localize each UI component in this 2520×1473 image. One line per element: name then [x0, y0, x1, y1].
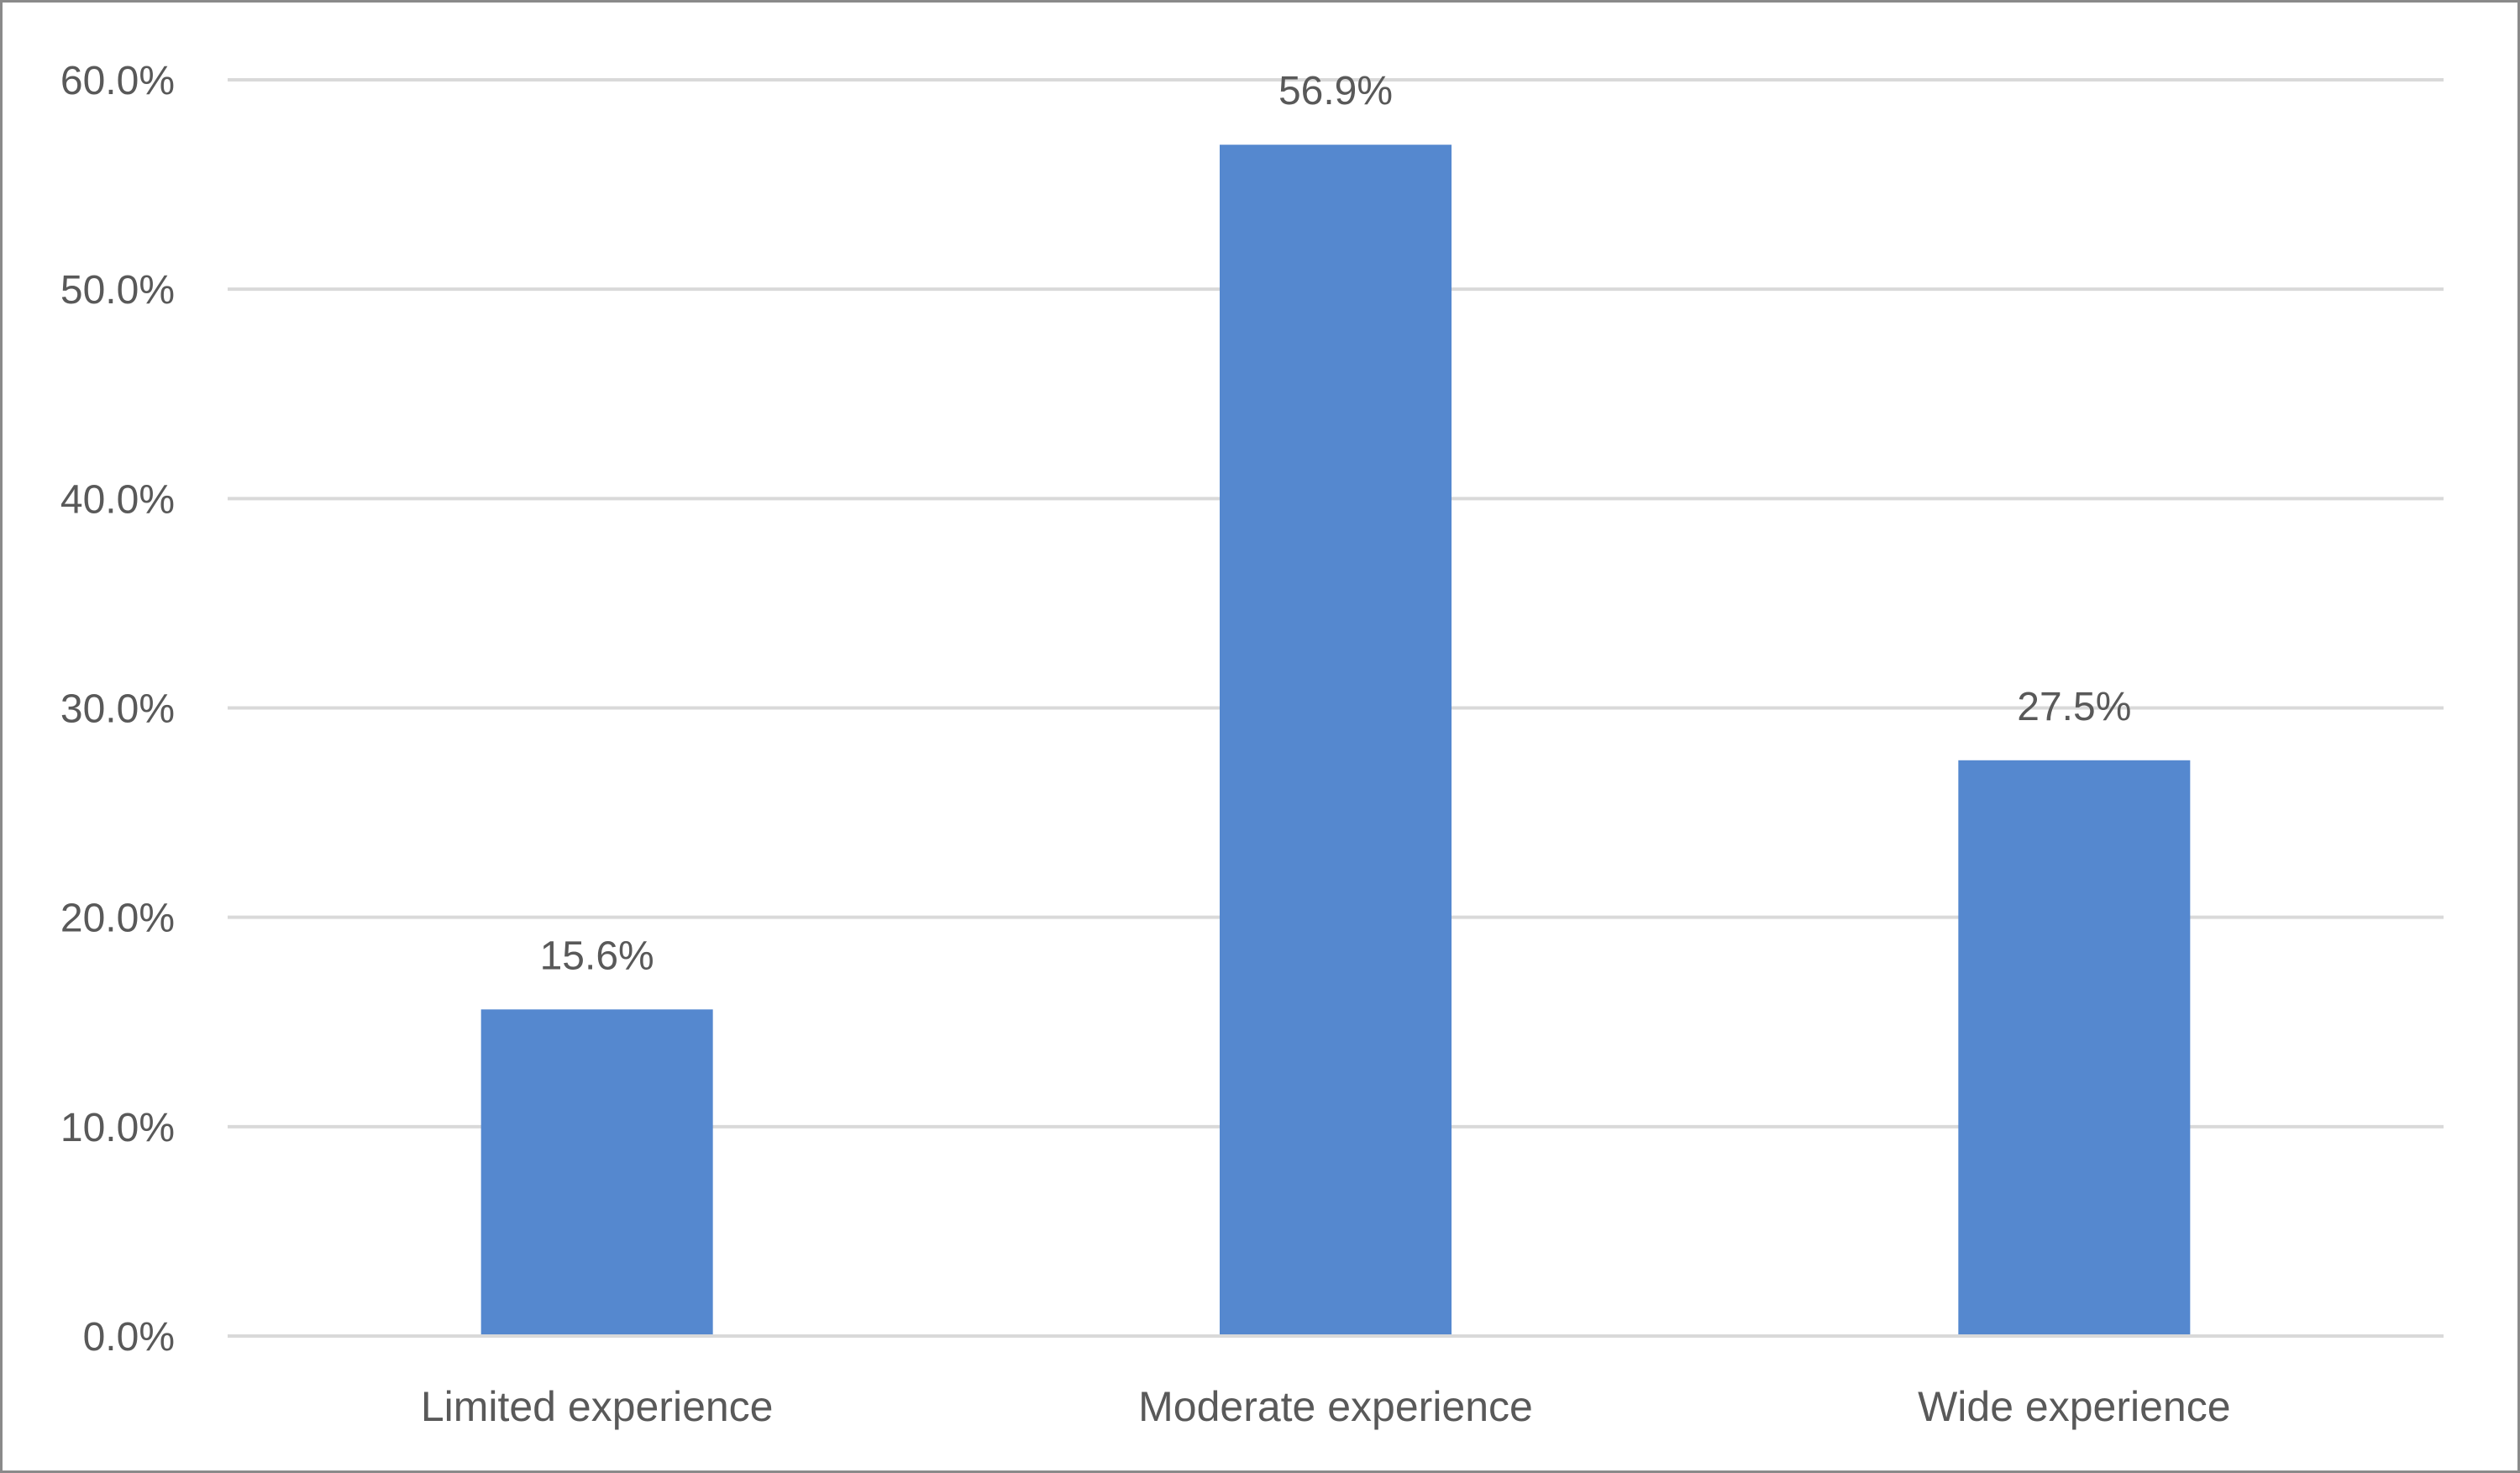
x-axis-ticks: Limited experience Moderate experience Wid…	[421, 1383, 2231, 1430]
bar	[480, 1009, 713, 1334]
y-axis-ticks: 0.0% 10.0% 20.0% 30.0% 40.0% 50.0% 60.0%	[60, 59, 175, 1360]
data-label: 27.5%	[2017, 685, 2131, 729]
y-tick-label: 30.0%	[60, 687, 175, 732]
x-tick-label: Moderate experience	[1138, 1383, 1533, 1430]
x-tick-label: Limited experience	[421, 1383, 774, 1430]
y-tick-label: 0.0%	[83, 1315, 175, 1360]
bar	[1958, 760, 2191, 1334]
y-tick-label: 40.0%	[60, 477, 175, 522]
data-label: 15.6%	[540, 934, 654, 978]
y-tick-label: 10.0%	[60, 1106, 175, 1150]
bar	[1220, 145, 1452, 1334]
bars	[480, 145, 2191, 1334]
data-labels: 15.6% 56.9% 27.5%	[540, 69, 2132, 978]
y-tick-label: 20.0%	[60, 897, 175, 941]
x-tick-label: Wide experience	[1918, 1383, 2230, 1430]
y-tick-label: 60.0%	[60, 59, 175, 103]
bar-chart: 0.0% 10.0% 20.0% 30.0% 40.0% 50.0% 60.0% 15.6%…	[60, 59, 2444, 1430]
data-label: 56.9%	[1278, 69, 1393, 113]
y-tick-label: 50.0%	[60, 268, 175, 313]
